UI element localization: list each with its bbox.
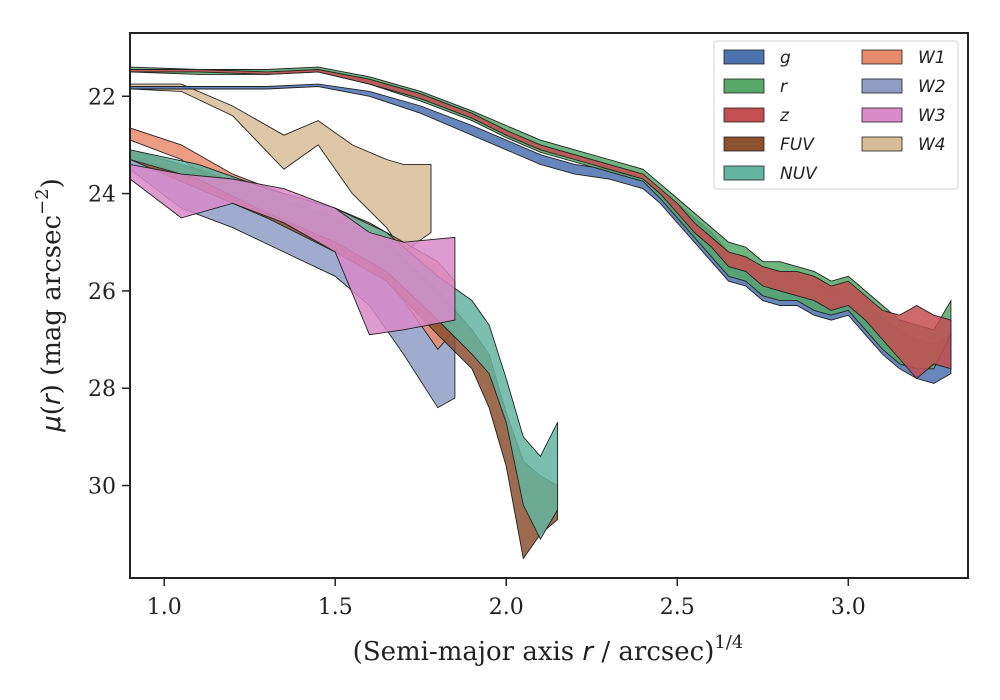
legend: grz FUV NUV W1 W2 W3 W4 [713,40,959,190]
legend-label-nuv: NUV [780,164,818,184]
legend-swatch-g [723,49,765,65]
series-area-w4 [129,83,432,253]
legend-label-w2: W2 [918,77,946,97]
legend-label-w3: W3 [918,106,946,126]
series-area-z [129,69,952,380]
x-tick-label: 2.0 [489,595,524,620]
legend-swatch-nuv [723,165,765,181]
legend-swatch-fuv [723,136,765,152]
legend-label-r: r [780,77,788,97]
y-axis-ticks: 22 24 26 28 30 [88,85,130,500]
plot-frame [129,32,969,579]
legend-box [713,40,959,190]
legend-label-w4: W4 [918,135,946,155]
legend-label-w1: W1 [918,48,946,68]
y-axis-label: μ(r) (mag arcsec−2) [32,178,67,433]
x-tick-label: 3.0 [831,595,866,620]
y-tick-label: 24 [88,183,116,208]
y-tick-label: 22 [88,85,116,110]
y-tick-label: 30 [88,475,116,500]
legend-swatch-z [723,107,765,123]
legend-label-fuv: FUV [780,135,815,155]
x-tick-label: 1.0 [147,595,182,620]
legend-swatch-w2 [861,78,903,94]
legend-swatch-w1 [861,49,903,65]
legend-label-g: g [780,48,791,68]
x-axis-label: (Semi-major axis r / arcsec)1/4 [353,632,744,667]
x-axis-ticks: 1.0 1.5 2.0 2.5 3.0 [147,578,866,620]
legend-swatch-w3 [861,107,903,123]
series-area-w3 [129,163,456,336]
legend-swatch-r [723,78,765,94]
y-tick-label: 28 [88,377,116,402]
legend-swatch-w4 [861,136,903,152]
x-tick-label: 2.5 [660,595,695,620]
y-tick-label: 26 [88,280,116,305]
x-tick-label: 1.5 [318,595,353,620]
legend-label-z: z [779,106,790,126]
series-areas [129,66,952,560]
